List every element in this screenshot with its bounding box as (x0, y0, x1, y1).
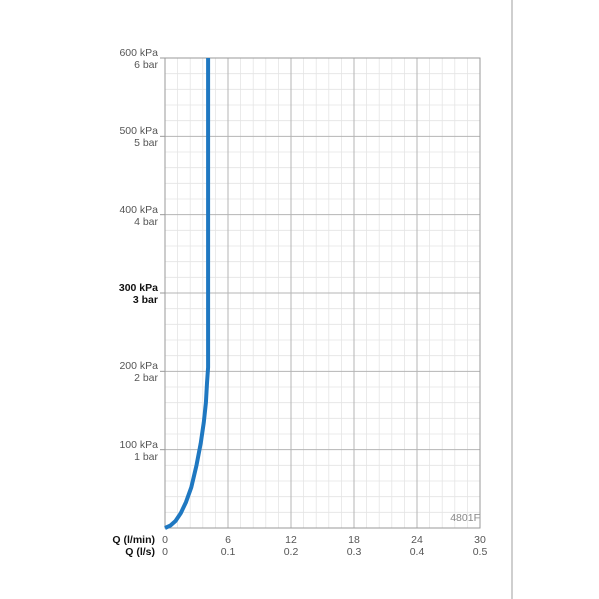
y-tick-label-bar: 6 bar (134, 59, 158, 71)
x-axis-title-lmin: Q (l/min) (112, 534, 155, 546)
x-tick-label-ls: 0.1 (220, 546, 236, 558)
model-code-label: 4801F (450, 512, 480, 524)
x-tick-label-ls: 0.3 (346, 546, 362, 558)
x-tick-label-lmin: 18 (348, 534, 360, 546)
x-tick-label-ls: 0 (162, 546, 168, 558)
x-axis-title-ls: Q (l/s) (125, 546, 155, 558)
y-tick-label-bar: 5 bar (134, 137, 158, 150)
y-tick-label-kpa: 300 kPa (118, 282, 158, 294)
y-tick-label-kpa: 100 kPa (119, 438, 158, 451)
x-tick-label-ls: 0.5 (472, 546, 488, 558)
x-tick-label-lmin: 24 (411, 534, 423, 546)
flow-curve (164, 58, 211, 530)
x-tick-label-lmin: 30 (474, 534, 486, 546)
y-tick-label-kpa: 500 kPa (119, 125, 158, 138)
x-tick-label-lmin: 0 (162, 534, 168, 546)
y-tick-label-bar: 1 bar (134, 450, 158, 463)
y-tick-label-kpa: 600 kPa (119, 47, 158, 59)
y-tick-label-bar: 2 bar (134, 372, 158, 385)
x-tick-label-ls: 0.2 (283, 546, 299, 558)
y-tick-label-bar: 4 bar (134, 215, 158, 228)
page-edge-divider (511, 0, 513, 599)
x-tick-label-lmin: 6 (225, 534, 231, 546)
y-tick-label-bar: 3 bar (132, 294, 158, 306)
x-tick-label-lmin: 12 (285, 534, 297, 546)
x-tick-label-ls: 0.4 (409, 546, 425, 558)
y-tick-label-kpa: 200 kPa (119, 360, 158, 373)
y-tick-label-kpa: 400 kPa (119, 203, 158, 216)
